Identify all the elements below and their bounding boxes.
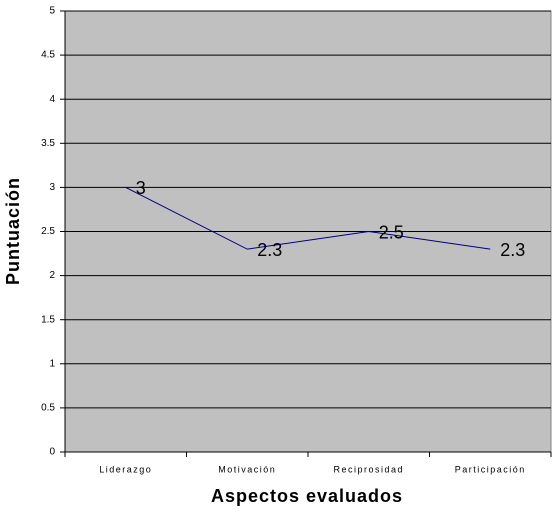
data-label: 2.3 (257, 240, 282, 260)
y-tick-label: 4 (49, 94, 55, 105)
x-tick-label: Motivación (218, 464, 276, 474)
y-tick-label: 2 (49, 270, 55, 281)
x-tick-label: Participación (455, 464, 526, 474)
y-tick-label: 1 (49, 358, 55, 369)
x-axis-title: Aspectos evaluados (211, 486, 403, 506)
x-tick-label: Liderazgo (99, 464, 152, 474)
y-tick-label: 3 (49, 182, 55, 193)
y-tick-label: 2.5 (41, 226, 55, 237)
y-tick-label: 0 (49, 447, 55, 458)
x-tick-label: Reciprosidad (333, 464, 404, 474)
data-line (125, 186, 491, 250)
data-label: 2.5 (379, 222, 404, 242)
y-tick-label: 1.5 (41, 314, 55, 325)
y-axis-title: Puntuación (3, 177, 23, 285)
data-label: 2.3 (500, 240, 525, 260)
y-tick-label: 3.5 (41, 138, 55, 149)
data-label: 3 (136, 178, 146, 198)
y-tick-label: 5 (49, 6, 55, 17)
y-tick-label: 4.5 (41, 50, 55, 61)
y-tick-label: 0.5 (41, 403, 55, 414)
